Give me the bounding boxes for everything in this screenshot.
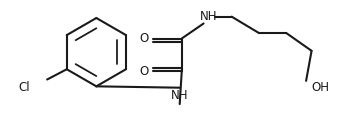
Text: Cl: Cl [19, 81, 31, 94]
Text: NH: NH [200, 10, 218, 23]
Text: OH: OH [311, 81, 330, 94]
Text: O: O [140, 32, 149, 45]
Text: O: O [140, 65, 149, 78]
Text: NH: NH [171, 89, 188, 102]
